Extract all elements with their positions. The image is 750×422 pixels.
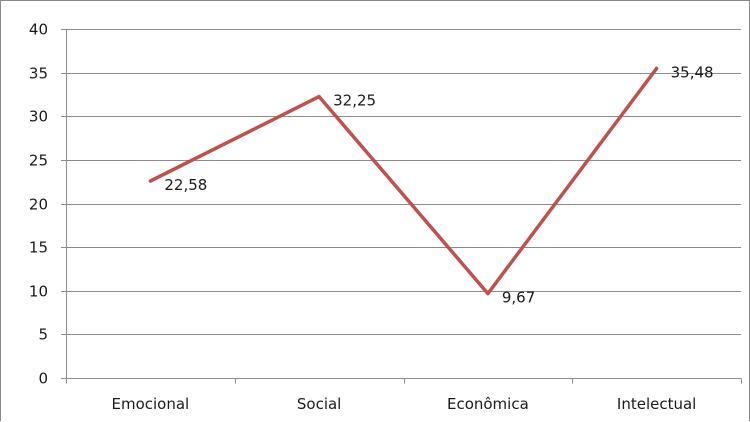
y-tick-label: 15 <box>29 239 48 257</box>
y-tick-label: 35 <box>29 65 48 83</box>
y-tick-label: 10 <box>29 283 48 301</box>
series-layer <box>148 66 659 296</box>
data-point <box>317 95 321 99</box>
y-tick-label: 5 <box>38 326 48 344</box>
x-tick-label: Intelectual <box>617 395 696 413</box>
series-line <box>148 66 659 296</box>
y-tick-label: 40 <box>29 21 48 39</box>
axes <box>61 29 742 384</box>
gridlines <box>66 29 741 335</box>
data-point <box>148 179 152 183</box>
x-tick-label: Emocional <box>112 395 190 413</box>
x-tick-label: Social <box>297 395 341 413</box>
data-point <box>486 292 490 296</box>
y-tick-labels: 0 5 10 15 20 25 30 35 40 <box>29 21 48 388</box>
y-tick-label: 0 <box>38 370 48 388</box>
data-label: 32,25 <box>333 92 376 110</box>
y-tick-label: 25 <box>29 152 48 170</box>
data-labels: 22,58 32,25 9,67 35,48 <box>164 63 713 306</box>
data-label: 35,48 <box>671 63 714 81</box>
y-tick-label: 30 <box>29 108 48 126</box>
y-tick-label: 20 <box>29 196 48 214</box>
data-label: 22,58 <box>164 176 207 194</box>
x-tick-label: Econômica <box>447 395 529 413</box>
x-tick-labels: Emocional Social Econômica Intelectual <box>112 395 697 413</box>
data-label: 9,67 <box>502 289 535 307</box>
data-point <box>655 66 659 70</box>
